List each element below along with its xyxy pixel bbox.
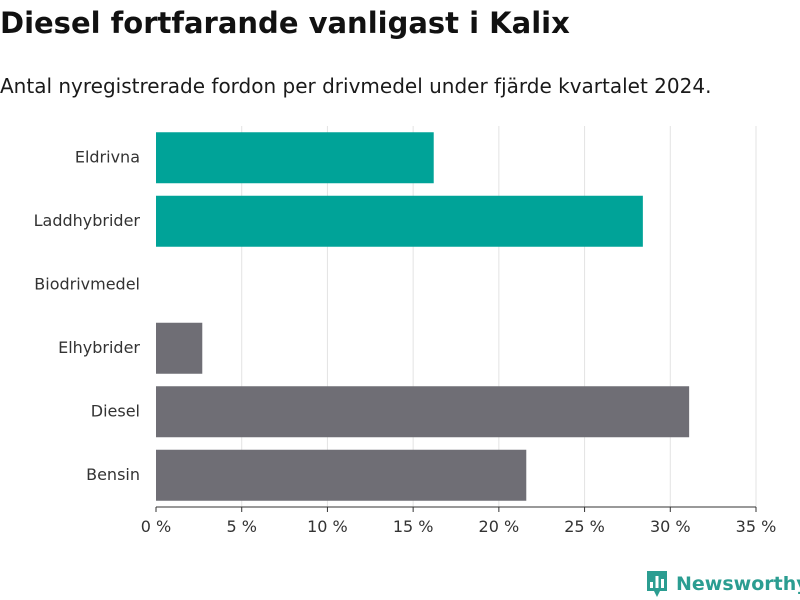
category-label: Laddhybrider [34, 211, 141, 230]
category-label: Diesel [91, 401, 140, 420]
x-tick-label: 10 % [307, 517, 348, 536]
x-tick-label: 30 % [650, 517, 691, 536]
category-label: Eldrivna [75, 147, 140, 166]
bar [156, 386, 690, 438]
brand-logo: Newsworthy [645, 569, 800, 599]
chart-subtitle: Antal nyregistrerade fordon per drivmede… [0, 74, 712, 98]
x-tick-label: 20 % [479, 517, 520, 536]
brand-name: Newsworthy [676, 573, 800, 595]
x-tick-label: 15 % [393, 517, 434, 536]
x-tick-label: 5 % [226, 517, 256, 536]
bar [156, 449, 527, 501]
bar [156, 195, 643, 247]
bar [156, 322, 203, 374]
bar [156, 132, 434, 184]
newsworthy-logo-icon [647, 571, 667, 597]
chart-title: Diesel fortfarande vanligast i Kalix [0, 6, 570, 40]
category-label: Elhybrider [58, 338, 140, 357]
category-label: Biodrivmedel [34, 274, 140, 293]
x-tick-label: 35 % [736, 517, 777, 536]
category-label: Bensin [86, 465, 140, 484]
x-tick-label: 0 % [141, 517, 171, 536]
x-tick-label: 25 % [564, 517, 605, 536]
